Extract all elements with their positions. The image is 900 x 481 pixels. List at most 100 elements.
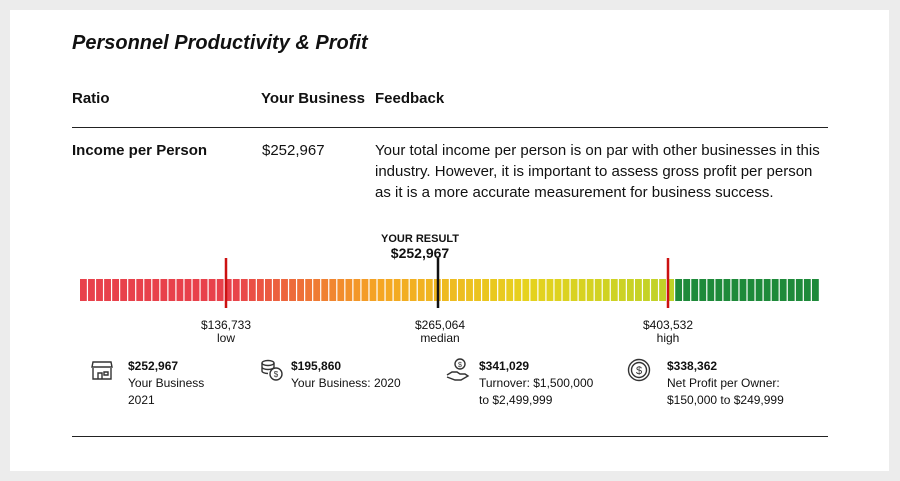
- gauge-segment: [618, 279, 626, 301]
- gauge-segment: [594, 279, 602, 301]
- gauge-segment: [281, 279, 288, 301]
- gauge-segment: [160, 279, 168, 301]
- gauge-segment: [305, 279, 313, 301]
- gauge-segment: [192, 279, 200, 301]
- gauge-segment: [289, 279, 296, 301]
- high-caption: high: [656, 331, 680, 345]
- gauge-segment: [683, 279, 691, 301]
- gauge-segment: [224, 279, 232, 301]
- gauge-segment: [265, 279, 272, 301]
- gauge-segment: [747, 279, 755, 301]
- gauge-segment: [120, 279, 128, 301]
- gauge-segment: [104, 279, 111, 301]
- gauge-segment: [96, 279, 103, 301]
- gauge-segment: [731, 279, 739, 301]
- gauge-segment: [562, 279, 570, 301]
- gauge-segment: [538, 279, 546, 301]
- gauge-segment: [626, 279, 634, 301]
- low-caption: low: [216, 331, 235, 345]
- gauge-bar: [80, 279, 819, 301]
- gauge-segment: [369, 279, 377, 301]
- gauge-segment: [385, 279, 393, 301]
- gauge-segment: [152, 279, 160, 301]
- header-your-business: Your Business: [261, 90, 365, 107]
- gauge-segment: [755, 279, 763, 301]
- gauge-segment: [240, 279, 248, 301]
- row-value: $252,967: [262, 142, 325, 159]
- gauge-segment: [88, 279, 95, 301]
- stat-value: $252,967: [128, 359, 179, 373]
- gauge-segment: [441, 279, 449, 301]
- header-ratio: Ratio: [72, 90, 110, 107]
- svg-text:$: $: [636, 365, 642, 377]
- row-feedback: Your total income per person is on par w…: [375, 142, 820, 201]
- result-caption: YOUR RESULT: [380, 233, 460, 245]
- median-label: $265,064 median: [380, 319, 500, 345]
- gauge-segment: [506, 279, 514, 301]
- stat-desc: $150,000 to $249,999: [667, 393, 784, 407]
- gauge-segment: [409, 279, 417, 301]
- stat-desc: Your Business: [128, 376, 205, 390]
- gauge-segment: [715, 279, 723, 301]
- gauge-segment: [514, 279, 522, 301]
- stat-desc: Your Business: 2020: [291, 376, 401, 390]
- gauge-segment: [522, 279, 530, 301]
- gauge-segment: [393, 279, 401, 301]
- stat-desc: 2021: [128, 393, 155, 407]
- header-divider: [72, 127, 828, 128]
- gauge-segment: [667, 279, 675, 301]
- stat-desc: to $2,499,999: [479, 393, 553, 407]
- median-caption: median: [420, 331, 460, 345]
- gauge-segment: [176, 279, 184, 301]
- gauge-segment: [811, 279, 819, 301]
- gauge-segment: [313, 279, 321, 301]
- low-label: $136,733 low: [166, 319, 286, 345]
- gauge-segment: [200, 279, 208, 301]
- gauge-segment: [707, 279, 715, 301]
- gauge-segment: [659, 279, 666, 301]
- gauge-segment: [570, 279, 578, 301]
- gauge-segment: [248, 279, 256, 301]
- gauge-segment: [144, 279, 152, 301]
- gauge-segment: [168, 279, 176, 301]
- gauge-segment: [795, 279, 803, 301]
- stat-your-business-2021: $252,967 Your Business 2021: [128, 358, 204, 409]
- gauge-segment: [80, 279, 87, 301]
- gauge-segment: [586, 279, 594, 301]
- gauge-segment: [321, 279, 329, 301]
- range-gauge: [80, 258, 819, 308]
- gauge-segment: [216, 279, 224, 301]
- coins-stack-icon: $: [261, 359, 283, 381]
- gauge-segment: [699, 279, 707, 301]
- gauge-segment: [490, 279, 498, 301]
- stat-desc: Net Profit per Owner:: [667, 376, 780, 390]
- gauge-segment: [779, 279, 787, 301]
- gauge-segment: [345, 279, 353, 301]
- gauge-segment: [803, 279, 811, 301]
- dollar-circle-icon: $: [627, 358, 651, 382]
- gauge-segment: [602, 279, 610, 301]
- gauge-segment: [554, 279, 562, 301]
- gauge-segment: [208, 279, 216, 301]
- gauge-segment: [675, 279, 683, 301]
- gauge-segment: [466, 279, 473, 301]
- gauge-segment: [474, 279, 481, 301]
- gauge-segment: [377, 279, 385, 301]
- svg-text:$: $: [274, 370, 279, 379]
- gauge-segment: [546, 279, 554, 301]
- stat-desc: Turnover: $1,500,000: [479, 376, 594, 390]
- stat-net-profit-per-owner: $338,362 Net Profit per Owner: $150,000 …: [667, 358, 784, 409]
- gauge-segment: [361, 279, 369, 301]
- median-value: $265,064: [414, 318, 466, 332]
- stat-value: $195,860: [291, 359, 342, 373]
- gauge-segment: [112, 279, 120, 301]
- gauge-segment: [401, 279, 409, 301]
- gauge-segment: [417, 279, 425, 301]
- gauge-segment: [530, 279, 538, 301]
- low-value: $136,733: [200, 318, 252, 332]
- gauge-segment: [578, 279, 586, 301]
- report-card: Personnel Productivity & Profit Ratio Yo…: [10, 10, 889, 471]
- gauge-segment: [425, 279, 433, 301]
- gauge-segment: [458, 279, 465, 301]
- gauge-segment: [723, 279, 731, 301]
